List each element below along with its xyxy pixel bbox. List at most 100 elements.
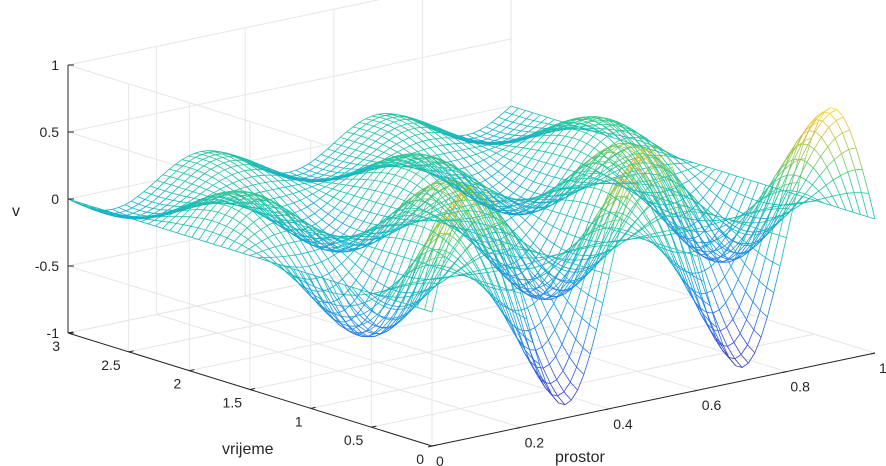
mesh-line [265,182,273,190]
mesh-line [379,317,387,328]
mesh-line [328,218,336,226]
mesh-line [596,228,603,231]
mesh-line [665,168,673,181]
mesh-line [296,173,304,176]
mesh-line [247,233,255,240]
mesh-line [395,286,403,301]
mesh-line [220,237,228,247]
mesh-line [305,186,312,190]
mesh-line [499,119,506,126]
mesh-line [283,265,292,275]
mesh-line [449,220,457,228]
mesh-line [692,199,700,211]
mesh-line [313,250,322,263]
mesh-line [603,228,611,243]
mesh-line [342,223,351,228]
mesh-line [560,280,568,284]
mesh-line [207,192,215,197]
mesh-line [433,221,442,237]
mesh-line [424,309,433,313]
mesh-line [370,156,378,162]
mesh-line [260,190,267,193]
mesh-line [419,241,428,257]
mesh-line [186,196,195,199]
mesh-line [715,171,723,182]
mesh-line [252,183,260,186]
mesh-line [552,213,560,227]
mesh-line [267,234,275,239]
mesh-line [582,324,590,348]
mesh-line [276,256,283,258]
mesh-line [378,303,385,307]
mesh-line [567,160,575,171]
mesh-line [319,193,327,199]
mesh-line [499,240,507,255]
mesh-line [711,284,719,291]
mesh-line [165,198,174,201]
mesh-line [410,240,418,244]
mesh-line [570,118,578,124]
mesh-line [494,288,502,291]
mesh-line [426,249,433,253]
mesh-line [82,203,90,207]
mesh-line [593,173,601,189]
mesh-line [709,251,717,259]
mesh-line [640,156,648,161]
mesh-line [641,183,649,195]
mesh-line [493,131,501,137]
mesh-line [500,244,508,268]
mesh-line [349,149,356,157]
mesh-line [233,229,242,235]
mesh-line [270,261,279,268]
mesh-line [553,155,561,166]
mesh-line [275,244,282,248]
mesh-line [285,186,293,194]
mesh-line [184,175,192,182]
mesh-line [318,186,326,191]
mesh-line [725,224,733,237]
mesh-line [485,121,493,128]
mesh-line [600,251,608,256]
mesh-line [306,202,314,208]
mesh-line [189,162,197,169]
mesh-line [628,157,636,161]
mesh-line [586,230,594,248]
mesh-line [408,127,415,131]
mesh-line [75,200,83,204]
mesh-line [183,167,191,174]
mesh-line [726,319,734,328]
mesh-line [337,282,345,295]
mesh-line [396,239,404,256]
mesh-line [354,263,363,271]
mesh-line [740,344,748,355]
mesh-line [272,187,280,190]
mesh-line [759,287,767,311]
mesh-line [542,273,550,284]
mesh-line [516,147,524,155]
mesh-line [406,219,414,221]
mesh-line [390,297,399,309]
mesh-line [329,280,337,294]
mesh-line [460,228,468,230]
mesh-line [570,269,578,282]
mesh-line [205,220,213,231]
mesh-line [580,203,588,221]
mesh-line [431,195,439,201]
mesh-line [321,219,330,226]
mesh-line [278,264,287,268]
mesh-line [722,345,730,359]
mesh-line [649,173,657,187]
mesh-line [276,263,285,271]
mesh-line [294,254,303,268]
mesh-line [482,149,490,153]
mesh-line [352,122,360,128]
mesh-line [192,191,201,195]
mesh-line [606,201,614,223]
mesh-line [512,205,520,210]
mesh-line [548,339,557,357]
mesh-line [220,185,227,190]
mesh-line [422,198,430,212]
mesh-line [484,165,492,171]
mesh-line [338,178,346,185]
mesh-line [223,160,231,164]
